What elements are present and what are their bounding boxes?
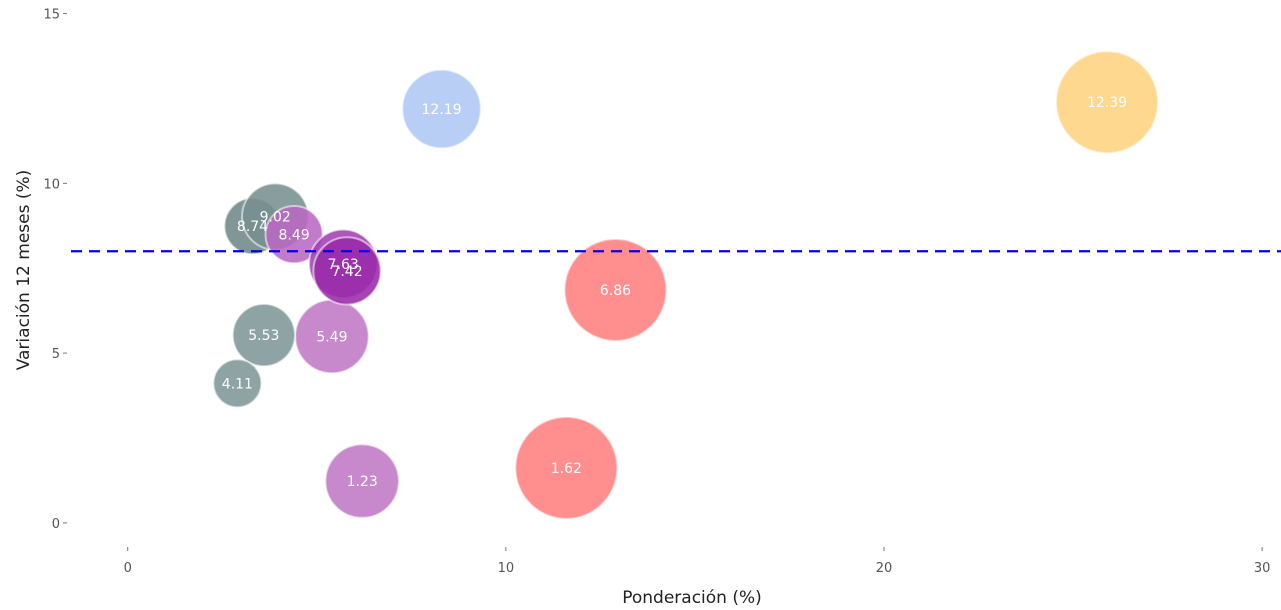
bubble-label: 5.49 xyxy=(316,329,347,345)
bubble-label: 1.62 xyxy=(551,461,582,477)
bubble-label: 5.53 xyxy=(248,328,279,344)
y-tick-label: 15 xyxy=(43,8,60,23)
bubble[interactable] xyxy=(264,205,324,265)
bubbles-layer xyxy=(212,50,1160,520)
bubble-label: 12.19 xyxy=(422,102,462,118)
bubble[interactable] xyxy=(231,302,296,368)
bubble-label: 8.49 xyxy=(279,228,310,244)
bubble-label: 8.74 xyxy=(237,219,268,235)
x-tick-label: 10 xyxy=(498,561,515,576)
bubble-label: 4.11 xyxy=(222,376,253,392)
x-axis: 0 10 20 30 xyxy=(124,547,1271,576)
y-axis: 0 5 10 15 xyxy=(43,8,67,532)
bubble-label: 6.86 xyxy=(600,283,631,299)
bubble[interactable] xyxy=(212,358,263,409)
bubble[interactable] xyxy=(324,443,400,519)
bubble-label: 1.23 xyxy=(347,474,378,490)
y-tick-label: 10 xyxy=(43,177,60,192)
bubble[interactable] xyxy=(1055,50,1160,155)
y-tick-label: 0 xyxy=(52,517,60,532)
bubble-label: 7.42 xyxy=(331,264,362,280)
bubble[interactable] xyxy=(563,237,668,342)
x-tick-label: 0 xyxy=(124,561,132,576)
bubble-labels-layer: 12.19 12.39 6.86 1.62 1.23 5.49 5.53 4.11 8.749.… xyxy=(222,95,1127,490)
x-axis-title: Ponderación (%) xyxy=(622,588,762,608)
y-axis-title: Variación 12 meses (%) xyxy=(14,170,34,371)
x-tick-label: 20 xyxy=(876,561,893,576)
bubble-label: 12.39 xyxy=(1087,95,1127,111)
bubble-label: 7.63 xyxy=(328,257,359,273)
bubble[interactable] xyxy=(312,236,382,306)
x-tick-label: 30 xyxy=(1254,561,1271,576)
bubble[interactable] xyxy=(401,68,482,150)
y-tick-label: 5 xyxy=(52,347,60,362)
bubble-label: 9.02 xyxy=(260,210,291,226)
bubble[interactable] xyxy=(514,415,619,520)
